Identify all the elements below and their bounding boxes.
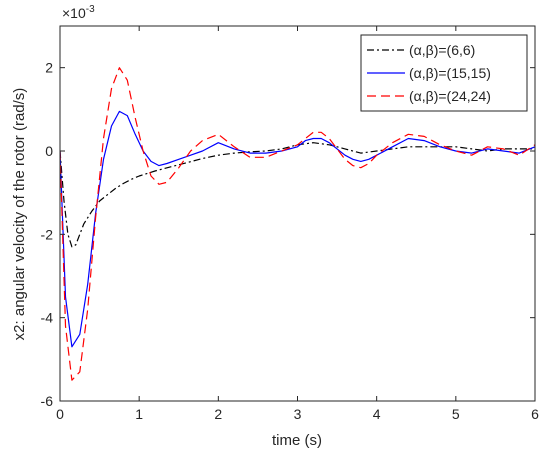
x-tick-label: 3 <box>294 406 302 422</box>
series-line-3 <box>60 67 535 381</box>
legend: (α,β)=(6,6) (α,β)=(15,15) (α,β)=(24,24) <box>360 34 528 112</box>
series-line-1 <box>60 142 535 248</box>
y-tick-label: 0 <box>45 143 53 159</box>
x-tick-label: 1 <box>135 406 143 422</box>
x-tick-label: 2 <box>214 406 222 422</box>
y-tick-label: -4 <box>41 310 54 326</box>
series-layer <box>60 67 535 381</box>
y-multiplier-base: ×10 <box>62 5 86 21</box>
series-line-2 <box>60 110 535 348</box>
x-axis-label: time (s) <box>272 432 322 449</box>
x-tick-label: 6 <box>531 406 539 422</box>
y-multiplier-exponent: -3 <box>86 4 95 15</box>
y-axis-label: x2: angular velocity of the rotor (rad/s… <box>11 88 28 341</box>
y-tick-label: -6 <box>41 393 54 409</box>
legend-label-1: (α,β)=(6,6) <box>409 42 475 58</box>
y-tick-label: 2 <box>45 60 53 76</box>
legend-label-2: (α,β)=(15,15) <box>409 65 491 81</box>
y-multiplier-label: ×10-3 <box>62 4 95 21</box>
x-tick-label: 5 <box>452 406 460 422</box>
x-tick-label: 4 <box>373 406 381 422</box>
x-tick-label: 0 <box>56 406 64 422</box>
y-tick-label: -2 <box>41 226 54 242</box>
ticks-layer: 0 1 2 3 4 5 6 -6 -4 -2 0 2 <box>41 26 539 422</box>
legend-label-3: (α,β)=(24,24) <box>409 88 491 104</box>
